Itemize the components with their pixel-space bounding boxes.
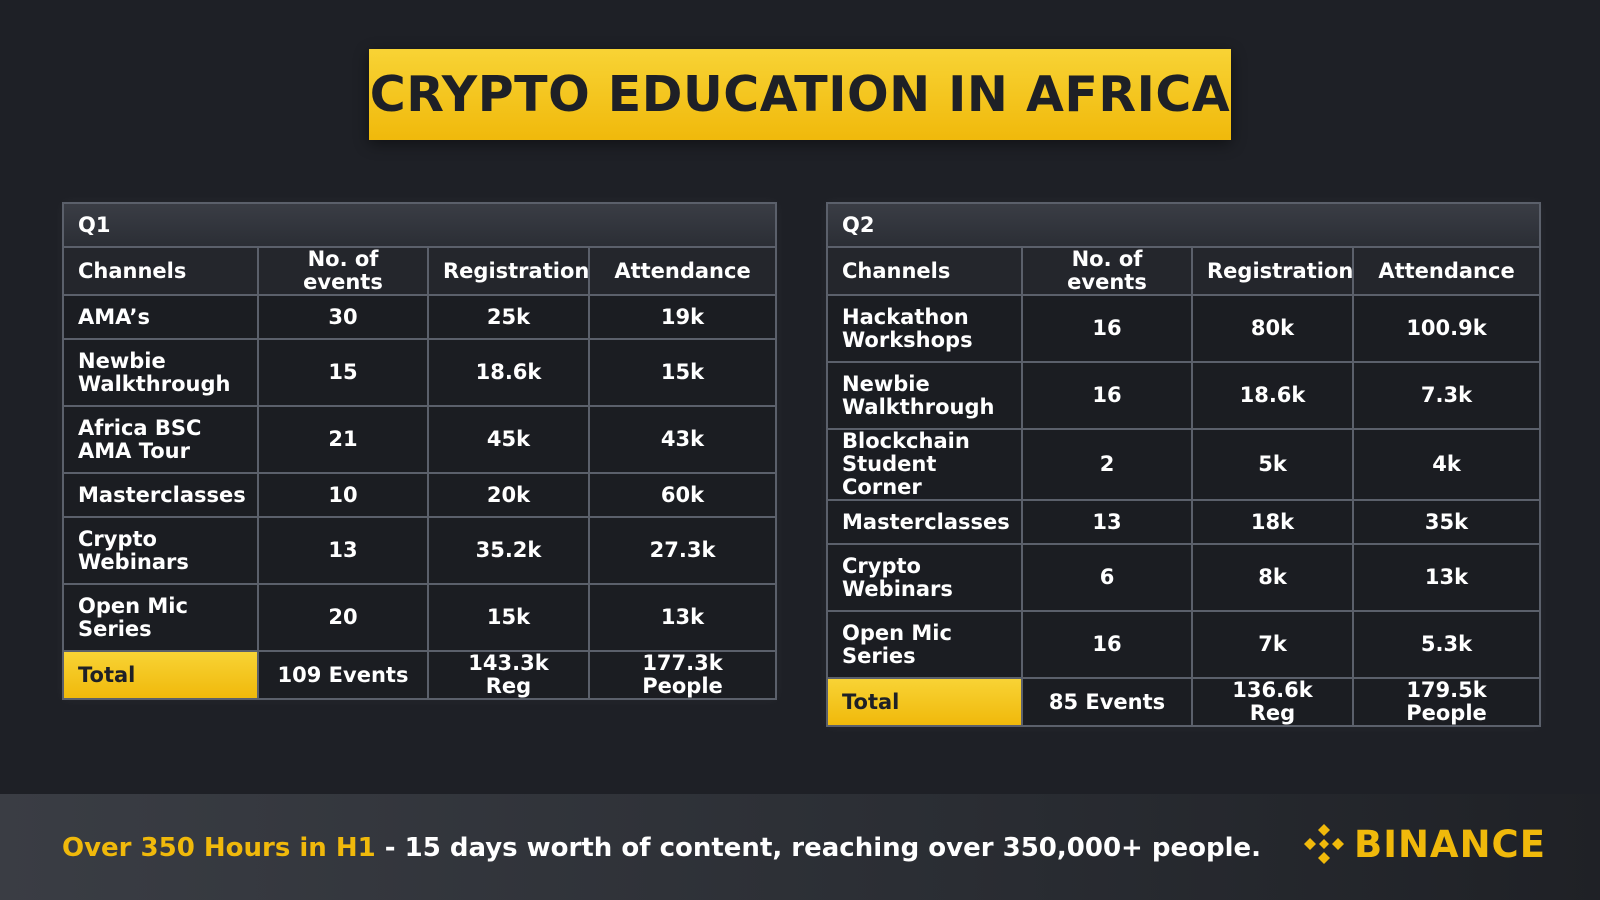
attendance-cell: 13k (587, 583, 778, 652)
binance-logo-icon (1304, 824, 1344, 864)
events-cell: 10 (257, 472, 429, 518)
events-cell: 20 (257, 583, 429, 652)
table-row: AMA’s 30 25k 19k (62, 294, 778, 340)
attendance-cell: 4k (1351, 428, 1542, 501)
table-row: Crypto Webinars 6 8k 13k (826, 543, 1542, 612)
column-header-events: No. of events (257, 246, 429, 296)
column-header-registration: Registration (427, 246, 590, 296)
attendance-cell: 35k (1351, 499, 1542, 545)
q1-label: Q1 (61, 202, 778, 248)
attendance-cell: 19k (587, 294, 778, 340)
attendance-cell: 13k (1351, 543, 1542, 612)
channel-cell: Crypto Webinars (62, 516, 259, 585)
registration-cell: 80k (1191, 294, 1354, 363)
table-row: Masterclasses 10 20k 60k (62, 472, 778, 518)
q1-header-row: Q1 (61, 202, 778, 248)
channel-cell: Masterclasses (62, 472, 259, 518)
attendance-cell: 60k (587, 472, 778, 518)
column-header-channels: Channels (826, 246, 1023, 296)
title-banner: CRYPTO EDUCATION IN AFRICA (369, 49, 1231, 140)
attendance-cell: 7.3k (1351, 361, 1542, 430)
attendance-cell: 43k (587, 405, 778, 474)
channel-cell: Crypto Webinars (826, 543, 1023, 612)
events-cell: 30 (257, 294, 429, 340)
q1-table: Q1 Channels No. of events Registration Atten… (61, 202, 778, 700)
column-header-registration: Registration (1191, 246, 1354, 296)
table-row: Open Mic Series 20 15k 13k (62, 583, 778, 652)
channel-cell: AMA’s (62, 294, 259, 340)
events-cell: 16 (1021, 294, 1193, 363)
q2-table-body: Q2 Channels No. of events Registration Atten… (825, 202, 1542, 727)
registration-cell: 7k (1191, 610, 1354, 679)
footer-summary: Over 350 Hours in H1 - 15 days worth of … (62, 833, 1261, 863)
footer-bar (0, 794, 1600, 900)
column-header-attendance: Attendance (1351, 246, 1542, 296)
channel-cell: Blockchain Student Corner (826, 428, 1023, 501)
brand-name: BINANCE (1354, 822, 1546, 866)
column-header-row: Channels No. of events Registration Attenda… (62, 246, 778, 296)
total-events: 85 Events (1021, 677, 1193, 727)
q2-header-row: Q2 (825, 202, 1542, 248)
table-row: Newbie Walkthrough 15 18.6k 15k (62, 338, 778, 407)
events-cell: 2 (1021, 428, 1193, 501)
events-cell: 15 (257, 338, 429, 407)
channel-cell: Newbie Walkthrough (62, 338, 259, 407)
channel-cell: Open Mic Series (826, 610, 1023, 679)
total-row: Total 85 Events 136.6k Reg 179.5k People (826, 677, 1542, 727)
attendance-cell: 15k (587, 338, 778, 407)
registration-cell: 45k (427, 405, 590, 474)
registration-cell: 35.2k (427, 516, 590, 585)
column-header-events: No. of events (1021, 246, 1193, 296)
total-events: 109 Events (257, 650, 429, 700)
registration-cell: 18.6k (427, 338, 590, 407)
table-row: Crypto Webinars 13 35.2k 27.3k (62, 516, 778, 585)
registration-cell: 15k (427, 583, 590, 652)
channel-cell: Hackathon Workshops (826, 294, 1023, 363)
registration-cell: 18.6k (1191, 361, 1354, 430)
total-attendance: 177.3k People (587, 650, 778, 700)
total-label: Total (62, 650, 259, 700)
channel-cell: Open Mic Series (62, 583, 259, 652)
table-row: Open Mic Series 16 7k 5.3k (826, 610, 1542, 679)
registration-cell: 5k (1191, 428, 1354, 501)
total-label: Total (826, 677, 1023, 727)
binance-brand: BINANCE (1300, 820, 1546, 868)
table-row: Masterclasses 13 18k 35k (826, 499, 1542, 545)
registration-cell: 20k (427, 472, 590, 518)
channel-cell: Masterclasses (826, 499, 1023, 545)
total-row: Total 109 Events 143.3k Reg 177.3k People (62, 650, 778, 700)
column-header-row: Channels No. of events Registration Attenda… (826, 246, 1542, 296)
page-title: CRYPTO EDUCATION IN AFRICA (369, 66, 1231, 123)
table-row: Africa BSC AMA Tour 21 45k 43k (62, 405, 778, 474)
registration-cell: 25k (427, 294, 590, 340)
q2-label: Q2 (825, 202, 1542, 248)
q2-table: Q2 Channels No. of events Registration Atten… (825, 202, 1542, 727)
events-cell: 21 (257, 405, 429, 474)
total-registration: 143.3k Reg (427, 650, 590, 700)
events-cell: 13 (257, 516, 429, 585)
events-cell: 6 (1021, 543, 1193, 612)
column-header-channels: Channels (62, 246, 259, 296)
attendance-cell: 5.3k (1351, 610, 1542, 679)
events-cell: 16 (1021, 610, 1193, 679)
total-registration: 136.6k Reg (1191, 677, 1354, 727)
footer-highlight: Over 350 Hours in H1 (62, 833, 376, 863)
events-cell: 13 (1021, 499, 1193, 545)
table-row: Newbie Walkthrough 16 18.6k 7.3k (826, 361, 1542, 430)
column-header-attendance: Attendance (587, 246, 778, 296)
footer-text: - 15 days worth of content, reaching ove… (375, 833, 1262, 863)
registration-cell: 8k (1191, 543, 1354, 612)
channel-cell: Africa BSC AMA Tour (62, 405, 259, 474)
attendance-cell: 27.3k (587, 516, 778, 585)
events-cell: 16 (1021, 361, 1193, 430)
channel-cell: Newbie Walkthrough (826, 361, 1023, 430)
registration-cell: 18k (1191, 499, 1354, 545)
attendance-cell: 100.9k (1351, 294, 1542, 363)
table-row: Hackathon Workshops 16 80k 100.9k (826, 294, 1542, 363)
table-row: Blockchain Student Corner 2 5k 4k (826, 428, 1542, 501)
total-attendance: 179.5k People (1351, 677, 1542, 727)
q1-table-body: Q1 Channels No. of events Registration Atten… (61, 202, 778, 700)
